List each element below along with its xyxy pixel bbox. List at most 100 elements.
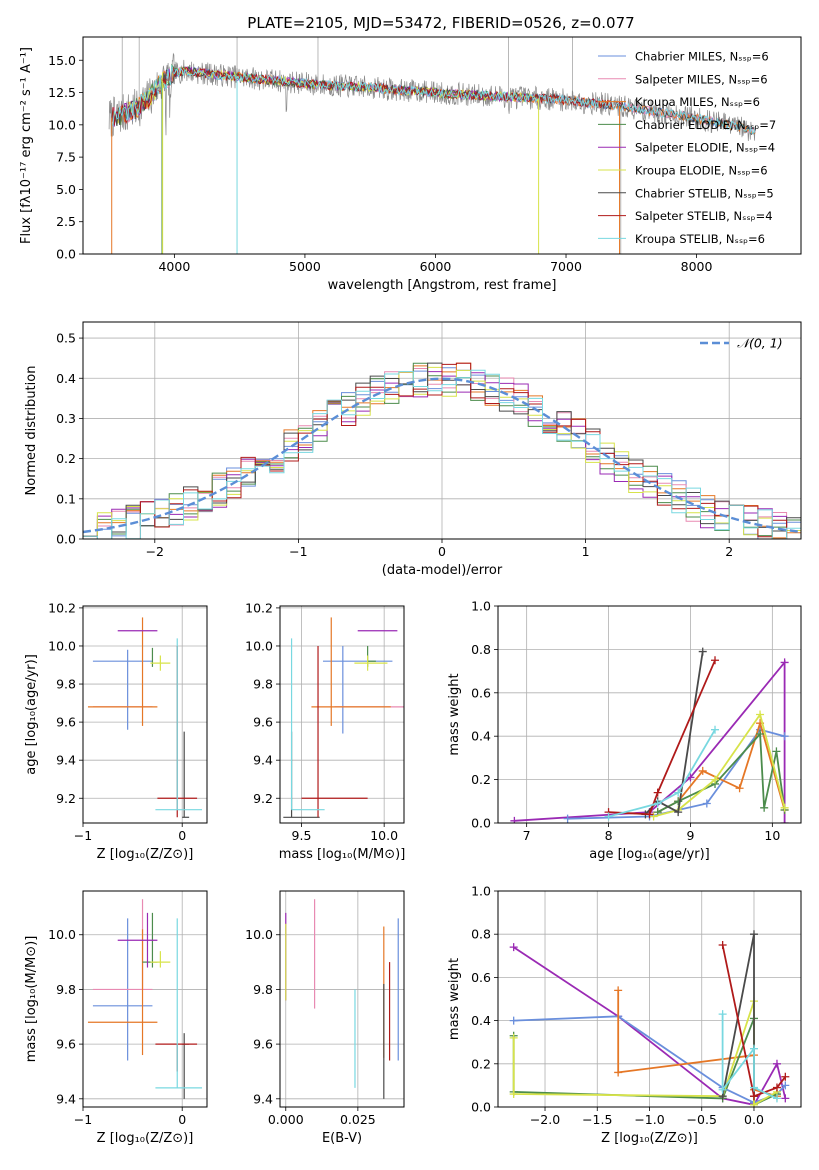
age_vs_mass-marks: [283, 617, 404, 818]
series-marker-chabrier_stelib: [749, 930, 758, 939]
y-tick-label: 10.0: [48, 638, 76, 653]
y-tick-label: 10.2: [48, 600, 76, 615]
y-tick-label: 9.6: [253, 715, 273, 730]
weight_vs_Z-marks: [509, 930, 790, 1107]
series-kroupa_stelib: [718, 1010, 781, 1103]
series-marker-kroupa_elodie: [649, 812, 658, 821]
series-marker-chabrier_miles: [563, 814, 572, 823]
series-marker-kroupa_elodie: [711, 775, 720, 784]
legend-label-salpeter_elodie: Salpeter ELODIE, Nₛₛₚ=4: [635, 141, 775, 155]
errorbar-kroupa_stelib: [290, 638, 325, 811]
x-tick-label: 6000: [420, 259, 452, 274]
series-marker-chabrier_stelib: [674, 808, 683, 817]
x-tick-label: 0.0: [744, 1112, 764, 1127]
series-marker-kroupa_stelib: [674, 788, 683, 797]
series-line-salpeter_elodie: [513, 946, 787, 1106]
spectrum-marks: [108, 37, 756, 254]
y-tick-label: 9.8: [253, 677, 273, 692]
y-tick-label: 9.6: [56, 715, 76, 730]
series-salpeter_stelib: [718, 941, 790, 1101]
x-tick-label: −2: [146, 544, 164, 559]
series-marker-salpeter_stelib: [749, 1092, 758, 1101]
series-marker-salpeter_elodie: [781, 1094, 790, 1103]
series-marker-salpeter_stelib: [711, 656, 720, 665]
legend-label-kroupa_miles: Kroupa MILES, Nₛₛₚ=6: [635, 95, 760, 109]
errorbar-kroupa_elodie: [150, 951, 171, 968]
errorbar-kroupa_elodie: [150, 655, 171, 671]
y-tick-label: 0.0: [56, 247, 76, 262]
series-marker-kroupa_stelib: [718, 1085, 727, 1094]
series-marker-kroupa_elodie: [509, 1033, 518, 1042]
series-marker-kroupa_stelib: [772, 1094, 781, 1103]
y-axis-label: mass weight: [447, 673, 462, 755]
series-marker-kroupa_elodie: [780, 803, 789, 812]
spectrum-frame-group: Chabrier MILES, Nₛₛₚ=6 Salpeter MILES, Nₛ…: [19, 36, 802, 293]
weight_vs_Z-axes: −2.0 −1.5 −1.0 −0.5 0.0 0.0 0.2 0.4 0.6 0.8 1.0 Z […: [447, 884, 802, 1146]
weight_vs_age-axes: 7 8 9 10 0.0 0.2 0.4 0.6 0.8 1.0 age [log₁₀(age/yr…: [447, 599, 802, 862]
legend-label-kroupa_stelib: Kroupa STELIB, Nₛₛₚ=6: [635, 232, 765, 246]
series-marker-chabrier_elodie: [674, 797, 683, 806]
age_vs_Z-axes: −1 0 9.2 9.4 9.6 9.8 10.0 10.2 Z [log₁₀(Z/Z⊙)] ag…: [24, 600, 208, 862]
x-tick-label: −1: [74, 828, 92, 843]
x-axis-label: Z [log₁₀(Z/Z⊙)]: [97, 847, 194, 862]
age_vs_mass-axes: 9.5 10.0 9.2 9.4 9.6 9.8 10.0 10.2 mass [log₁₀(M…: [245, 600, 405, 862]
residuals-legend: 𝒩(0, 1): [700, 336, 783, 351]
y-tick-label: 10.0: [245, 927, 273, 942]
plots-layer: Chabrier MILES, Nₛₛₚ=6 Salpeter MILES, Nₛ…: [19, 36, 802, 1146]
y-tick-label: 0.2: [471, 1056, 491, 1071]
series-line-chabrier_miles: [513, 1015, 786, 1104]
series-marker-kroupa_stelib: [718, 1010, 727, 1019]
series-marker-kroupa_miles: [614, 1068, 623, 1077]
y-tick-label: 9.8: [56, 982, 76, 997]
x-tick-label: −1: [74, 1112, 92, 1127]
series-marker-kroupa_stelib: [711, 725, 720, 734]
y-axis-label: mass [log₁₀(M/M⊙)]: [24, 936, 39, 1063]
x-axis-label: (data-model)/error: [382, 563, 503, 578]
age_vs_mass-frame: [279, 605, 405, 824]
y-axis-label: age [log₁₀(age/yr)]: [24, 654, 39, 775]
x-tick-label: −0.5: [687, 1112, 717, 1127]
weight_vs_Z-frame-group: −2.0 −1.5 −1.0 −0.5 0.0 0.0 0.2 0.4 0.6 0.8 1.0 Z […: [447, 884, 802, 1146]
y-tick-label: 0.4: [471, 1013, 491, 1028]
y-tick-label: 0.8: [471, 927, 491, 942]
age_vs_mass-frame-group: 9.5 10.0 9.2 9.4 9.6 9.8 10.0 10.2 mass [log₁₀(M…: [245, 600, 405, 862]
x-tick-label: 10.0: [370, 828, 398, 843]
errorbar-salpeter_stelib: [301, 645, 368, 818]
residuals-axes: 𝒩(0, 1) −2 −1 0 1 2 0.0 0.1 0.2 0.3 0.4 0.5 (data-mo…: [24, 321, 802, 578]
errorbar-kroupa_stelib: [155, 638, 203, 811]
mass_vs_Z-frame: [82, 890, 208, 1108]
figure-title: PLATE=2105, MJD=53472, FIBERID=0526, z=0…: [247, 14, 634, 32]
x-tick-label: 9: [686, 828, 694, 843]
y-tick-label: 10.0: [245, 638, 273, 653]
y-tick-label: 0.4: [471, 729, 491, 744]
y-tick-label: 9.4: [253, 753, 273, 768]
y-tick-label: 9.8: [56, 677, 76, 692]
errorbar-chabrier_miles: [322, 645, 393, 734]
spectrum-legend: Chabrier MILES, Nₛₛₚ=6 Salpeter MILES, Nₛ…: [598, 50, 776, 246]
y-tick-label: 0.0: [471, 1100, 491, 1115]
series-marker-chabrier_miles: [702, 799, 711, 808]
x-tick-label: 10: [764, 828, 780, 843]
weight_vs_age-frame: [497, 605, 802, 824]
mass_vs_Z-marks: [87, 899, 203, 1099]
series-marker-kroupa_stelib: [653, 799, 662, 808]
y-axis-label: mass weight: [447, 958, 462, 1040]
histogram-kroupa_stelib: [83, 369, 801, 539]
series-marker-kroupa_elodie: [756, 710, 765, 719]
series-marker-salpeter_stelib: [781, 1072, 790, 1081]
y-tick-label: 12.5: [48, 85, 76, 100]
series-marker-kroupa_miles: [698, 766, 707, 775]
y-tick-label: 9.6: [56, 1037, 76, 1052]
x-tick-label: 2: [725, 544, 733, 559]
series-marker-chabrier_miles: [509, 1016, 518, 1025]
x-axis-label: age [log₁₀(age/yr)]: [589, 847, 710, 862]
y-tick-label: 10.0: [48, 117, 76, 132]
y-tick-label: 0.6: [471, 685, 491, 700]
residuals-marks: [83, 362, 801, 539]
series-marker-salpeter_elodie: [772, 1059, 781, 1068]
errorbar-kroupa_miles: [311, 617, 391, 726]
series-marker-chabrier_elodie: [760, 803, 769, 812]
y-tick-label: 0.0: [56, 532, 76, 547]
x-tick-label: 4000: [158, 259, 190, 274]
